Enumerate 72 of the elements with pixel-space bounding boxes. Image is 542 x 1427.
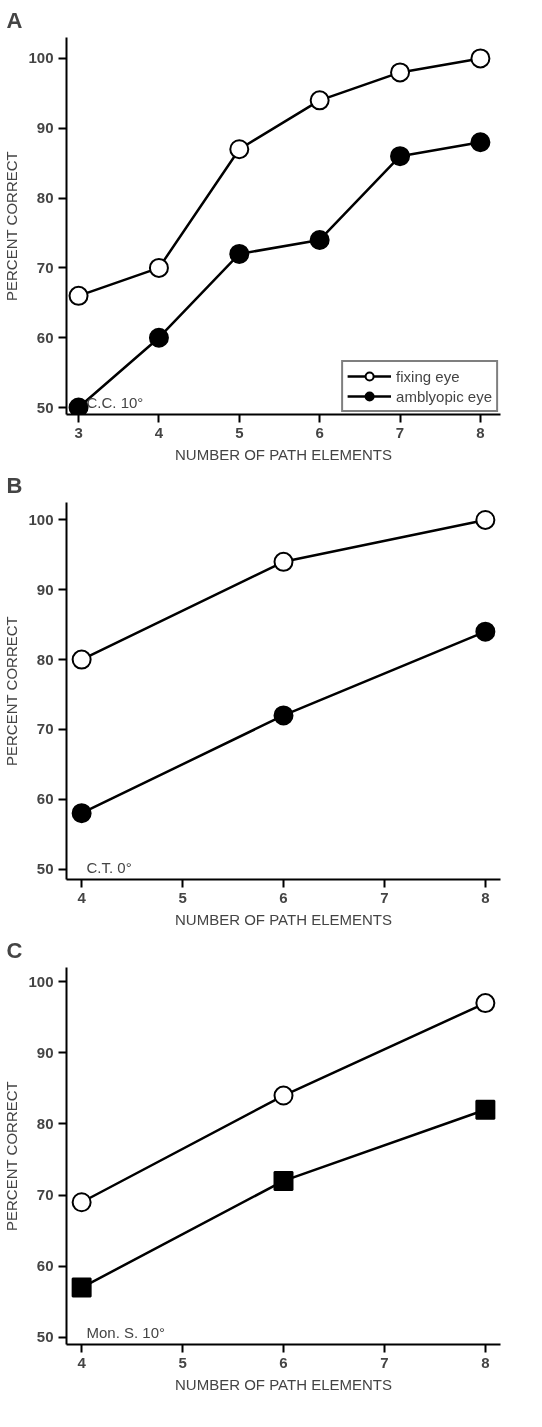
y-tick-label: 80	[36, 650, 54, 668]
x-tick-label: 7	[395, 423, 405, 441]
point	[273, 1170, 294, 1191]
y-tick-label: 100	[28, 49, 54, 67]
chart-title: B	[6, 472, 23, 498]
x-axis-title: NUMBER OF PATH ELEMENTS	[175, 1375, 392, 1393]
x-tick-label: 8	[476, 423, 485, 441]
point	[470, 48, 491, 69]
point	[148, 257, 169, 278]
point	[390, 146, 411, 167]
y-tick-label: 70	[36, 1186, 54, 1204]
chart-title: C	[6, 937, 23, 963]
x-axis-title: NUMBER OF PATH ELEMENTS	[175, 910, 392, 928]
point	[273, 705, 294, 726]
point	[475, 621, 496, 642]
y-axis-title: PERCENT CORRECT	[3, 1081, 21, 1231]
x-tick-label: 3	[74, 423, 83, 441]
point	[148, 327, 169, 348]
y-tick-label: 60	[36, 1257, 54, 1275]
point	[71, 1192, 92, 1213]
point	[309, 90, 330, 111]
point	[229, 139, 250, 160]
point	[229, 243, 250, 264]
x-tick-label: 8	[481, 1353, 490, 1371]
x-tick-label: 7	[380, 1353, 389, 1371]
point	[273, 551, 294, 572]
point	[470, 132, 491, 153]
point	[273, 1085, 294, 1106]
point	[68, 285, 89, 306]
legend-label: fixing eye	[396, 366, 460, 386]
y-tick-label: 50	[36, 1328, 54, 1346]
point	[475, 1099, 496, 1120]
annotation: C.C. 10°	[86, 393, 144, 411]
y-axis-title: PERCENT CORRECT	[3, 616, 21, 766]
point	[71, 1277, 92, 1298]
point	[71, 803, 92, 824]
y-tick-label: 100	[28, 510, 54, 528]
chart-title: A	[6, 7, 23, 33]
x-tick-label: 5	[178, 1353, 187, 1371]
x-axis-title: NUMBER OF PATH ELEMENTS	[175, 445, 392, 463]
x-tick-label: 6	[315, 423, 324, 441]
y-axis-title: PERCENT CORRECT	[3, 151, 21, 301]
y-tick-label: 100	[28, 972, 54, 990]
point	[475, 993, 496, 1014]
legend-label: amblyopic eye	[396, 386, 492, 406]
annotation: C.T. 0°	[86, 858, 132, 876]
y-tick-label: 50	[36, 398, 54, 416]
x-tick-label: 4	[77, 1353, 87, 1371]
y-tick-label: 80	[36, 1114, 54, 1132]
x-tick-label: 8	[481, 888, 490, 906]
point	[390, 62, 411, 83]
x-tick-label: 7	[380, 888, 389, 906]
x-tick-label: 4	[77, 888, 87, 906]
x-tick-label: 6	[279, 888, 288, 906]
y-tick-label: 90	[36, 580, 54, 598]
x-tick-label: 5	[178, 888, 187, 906]
annotation: Mon. S. 10°	[86, 1323, 166, 1341]
point	[475, 509, 496, 530]
y-tick-label: 90	[36, 1043, 54, 1061]
x-tick-label: 5	[235, 423, 244, 441]
point	[71, 649, 92, 670]
y-tick-label: 70	[36, 258, 54, 276]
y-tick-label: 90	[36, 119, 54, 137]
y-tick-label: 50	[36, 860, 54, 878]
y-tick-label: 60	[36, 790, 54, 808]
y-tick-label: 70	[36, 720, 54, 738]
y-tick-label: 80	[36, 189, 54, 207]
point	[68, 397, 89, 415]
x-tick-label: 6	[279, 1353, 288, 1371]
y-tick-label: 60	[36, 328, 54, 346]
x-tick-label: 4	[154, 423, 164, 441]
point	[309, 229, 330, 250]
